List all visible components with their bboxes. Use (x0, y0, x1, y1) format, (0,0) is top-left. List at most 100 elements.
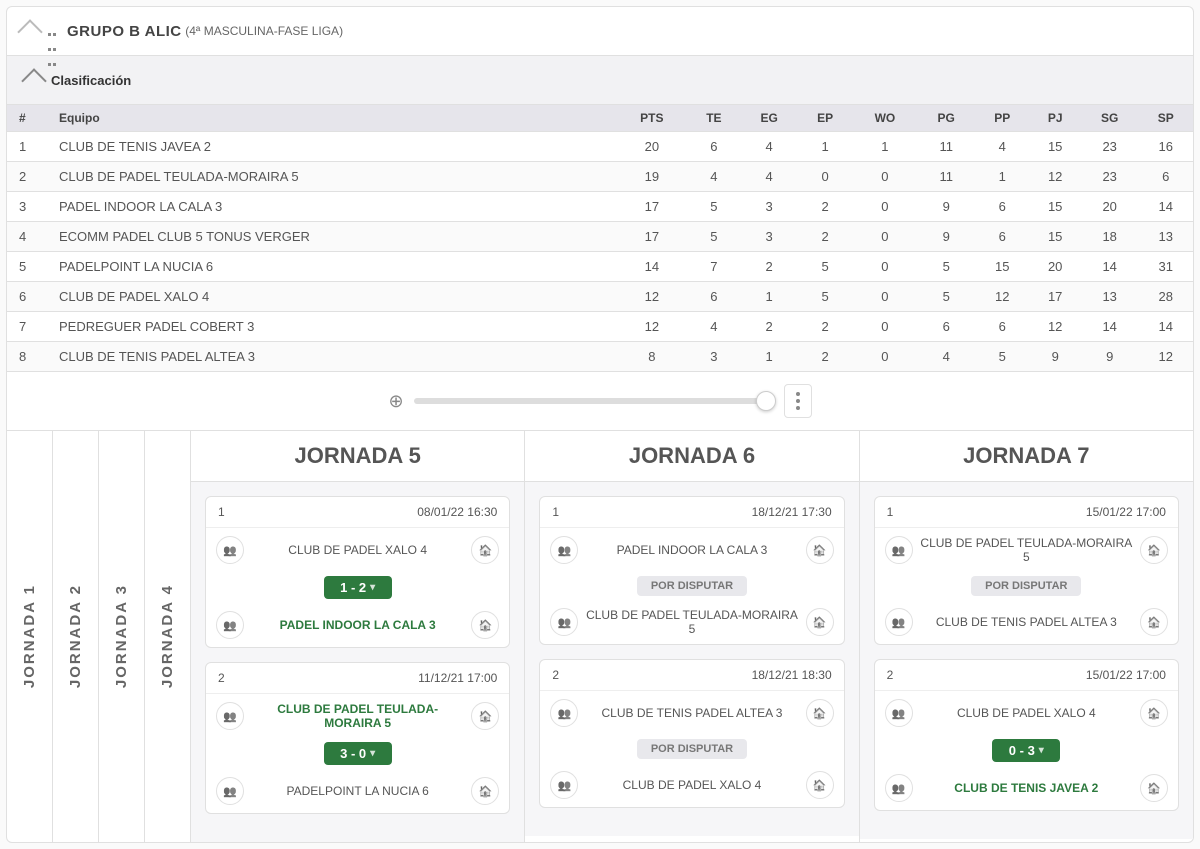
table-row[interactable]: 6CLUB DE PADEL XALO 4126150512171328 (7, 282, 1193, 312)
match-number: 2 (887, 668, 894, 682)
col-header: TE (687, 105, 740, 132)
venue-icon[interactable] (806, 536, 834, 564)
score-badge[interactable]: 0 - 3▾ (992, 739, 1060, 762)
match-card[interactable]: 118/12/21 17:30PADEL INDOOR LA CALA 3POR… (539, 496, 844, 645)
chevron-down-icon: ▾ (1039, 745, 1044, 756)
match-datetime: 18/12/21 18:30 (752, 668, 832, 682)
team-roster-icon[interactable] (885, 608, 913, 636)
table-row[interactable]: 8CLUB DE TENIS PADEL ALTEA 383120459912 (7, 342, 1193, 372)
match-datetime: 11/12/21 17:00 (418, 671, 497, 685)
more-menu-button[interactable] (784, 384, 812, 418)
match-card[interactable]: 2 15/01/22 17:00 CLUB DE PADEL XALO 4 0 - 3… (874, 659, 1179, 811)
team-roster-icon[interactable] (550, 771, 578, 799)
match-datetime: 18/12/21 17:30 (752, 505, 832, 519)
zoom-in-icon[interactable]: ⊕ (388, 391, 403, 412)
col-header: SP (1138, 105, 1193, 132)
table-row[interactable]: 1CLUB DE TENIS JAVEA 2206411114152316 (7, 132, 1193, 162)
classification-label: Clasificación (51, 73, 131, 88)
pending-badge: POR DISPUTAR (971, 576, 1081, 596)
jornada-tab-collapsed[interactable]: JORNADA 4 (145, 431, 191, 842)
jornada-tab-collapsed[interactable]: JORNADA 3 (99, 431, 145, 842)
team-name: CLUB DE TENIS JAVEA 2 (913, 781, 1140, 795)
jornada-title[interactable]: JORNADA 6 (525, 431, 858, 482)
team-name: PADEL INDOOR LA CALA 3 (244, 618, 471, 632)
jornada-title[interactable]: JORNADA 5 (191, 431, 524, 482)
match-number: 2 (218, 671, 225, 685)
team-name: CLUB DE PADEL XALO 4 (578, 778, 805, 792)
match-datetime: 08/01/22 16:30 (417, 505, 497, 519)
zoom-slider[interactable] (414, 398, 774, 404)
venue-icon[interactable] (471, 611, 499, 639)
match-number: 1 (887, 505, 894, 519)
match-card[interactable]: 1 15/01/22 17:00 CLUB DE PADEL TEULADA-MOR… (874, 496, 1179, 645)
match-card[interactable]: 108/01/22 16:30CLUB DE PADEL XALO 41 - 2… (205, 496, 510, 648)
chevron-down-icon: ▾ (370, 582, 375, 593)
chevron-down-icon: ▾ (370, 748, 375, 759)
col-header: PTS (616, 105, 687, 132)
team-roster-icon[interactable] (216, 536, 244, 564)
venue-icon[interactable] (806, 771, 834, 799)
slider-thumb[interactable] (756, 391, 776, 411)
venue-icon[interactable] (1140, 608, 1168, 636)
team-name: CLUB DE PADEL TEULADA-MORAIRA 5 (244, 702, 471, 730)
zoom-controls: ⊕ (7, 371, 1193, 430)
col-header: SG (1081, 105, 1139, 132)
jornadas-container: JORNADA 1JORNADA 2JORNADA 3JORNADA 4JORN… (7, 430, 1193, 842)
venue-icon[interactable] (471, 536, 499, 564)
match-datetime: 15/01/22 17:00 (1086, 668, 1166, 682)
col-header: PP (975, 105, 1030, 132)
jornada-column: JORNADA 5108/01/22 16:30CLUB DE PADEL XA… (191, 431, 525, 842)
collapse-icon[interactable] (17, 19, 42, 44)
classification-bar[interactable]: Clasificación (7, 56, 1193, 105)
team-roster-icon[interactable] (550, 608, 578, 636)
col-header: PJ (1029, 105, 1080, 132)
team-name: PADEL INDOOR LA CALA 3 (578, 543, 805, 557)
col-header: # (7, 105, 47, 132)
match-card[interactable]: 2 18/12/21 18:30 CLUB DE TENIS PADEL ALTEA… (539, 659, 844, 808)
venue-icon[interactable] (806, 608, 834, 636)
team-roster-icon[interactable] (550, 699, 578, 727)
drag-grip-icon[interactable] (47, 25, 59, 37)
match-card[interactable]: 2 11/12/21 17:00 CLUB DE PADEL TEULADA-MOR… (205, 662, 510, 814)
collapse-icon[interactable] (21, 68, 46, 93)
venue-icon[interactable] (1140, 774, 1168, 802)
score-badge[interactable]: 1 - 2▾ (324, 576, 392, 599)
venue-icon[interactable] (806, 699, 834, 727)
team-name: CLUB DE TENIS PADEL ALTEA 3 (913, 615, 1140, 629)
team-name: PADELPOINT LA NUCIA 6 (244, 784, 471, 798)
jornada-tab-collapsed[interactable]: JORNADA 1 (7, 431, 53, 842)
venue-icon[interactable] (1140, 699, 1168, 727)
table-row[interactable]: 4ECOMM PADEL CLUB 5 TONUS VERGER17532096… (7, 222, 1193, 252)
team-roster-icon[interactable] (885, 699, 913, 727)
venue-icon[interactable] (471, 702, 499, 730)
jornada-title[interactable]: JORNADA 7 (860, 431, 1193, 482)
team-roster-icon[interactable] (216, 777, 244, 805)
team-name: CLUB DE PADEL TEULADA-MORAIRA 5 (578, 608, 805, 636)
venue-icon[interactable] (1140, 536, 1168, 564)
col-header: PG (917, 105, 975, 132)
team-roster-icon[interactable] (216, 702, 244, 730)
jornada-column: JORNADA 7 1 15/01/22 17:00 CLUB DE PADEL TE… (860, 431, 1193, 842)
team-name: CLUB DE TENIS PADEL ALTEA 3 (578, 706, 805, 720)
table-row[interactable]: 2CLUB DE PADEL TEULADA-MORAIRA 519440011… (7, 162, 1193, 192)
pending-badge: POR DISPUTAR (637, 576, 747, 596)
table-row[interactable]: 3PADEL INDOOR LA CALA 317532096152014 (7, 192, 1193, 222)
group-subtitle: (4ª MASCULINA-FASE LIGA) (185, 24, 343, 38)
col-header: EP (798, 105, 853, 132)
team-roster-icon[interactable] (550, 536, 578, 564)
table-row[interactable]: 7PEDREGUER PADEL COBERT 312422066121414 (7, 312, 1193, 342)
match-datetime: 15/01/22 17:00 (1086, 505, 1166, 519)
venue-icon[interactable] (471, 777, 499, 805)
team-name: CLUB DE PADEL XALO 4 (913, 706, 1140, 720)
match-number: 2 (552, 668, 559, 682)
jornada-tab-collapsed[interactable]: JORNADA 2 (53, 431, 99, 842)
team-name: CLUB DE PADEL TEULADA-MORAIRA 5 (913, 536, 1140, 564)
team-roster-icon[interactable] (885, 774, 913, 802)
team-roster-icon[interactable] (885, 536, 913, 564)
team-name: CLUB DE PADEL XALO 4 (244, 543, 471, 557)
team-roster-icon[interactable] (216, 611, 244, 639)
group-header: GRUPO B ALIC (4ª MASCULINA-FASE LIGA) (7, 7, 1193, 56)
table-row[interactable]: 5PADELPOINT LA NUCIA 6147250515201431 (7, 252, 1193, 282)
score-badge[interactable]: 3 - 0▾ (324, 742, 392, 765)
group-title: GRUPO B ALIC (67, 23, 182, 40)
